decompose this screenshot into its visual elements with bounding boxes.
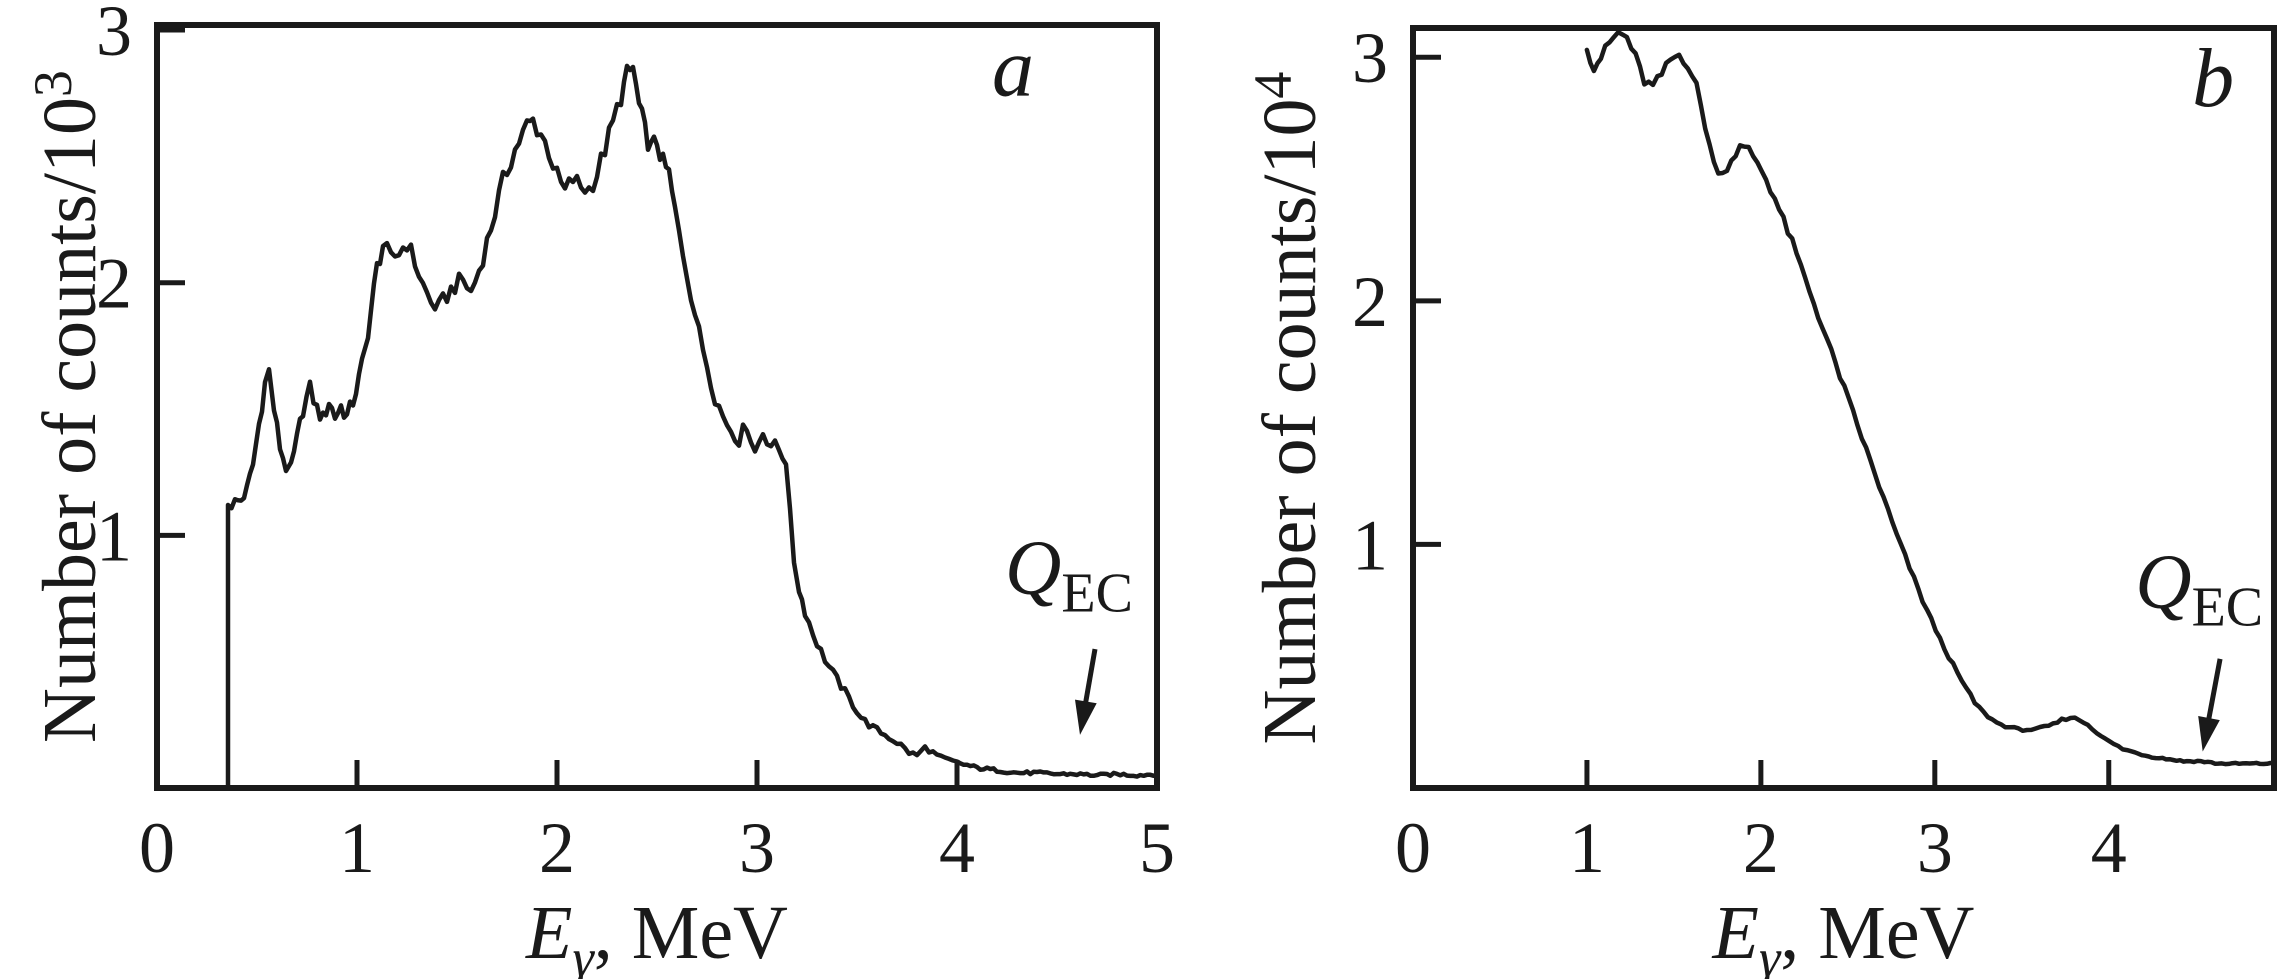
panel-a-y-axis-title: Number of counts/103	[23, 70, 112, 743]
panel-a-qec-label: QEC	[1005, 523, 1133, 624]
panel-b-xtick-label: 1	[1569, 808, 1605, 888]
panel-a-letter: a	[992, 22, 1034, 115]
panel-a-x-axis-title: Eγ, MeV	[525, 891, 788, 979]
panel-b-spectrum-curve	[1584, 29, 2273, 767]
panel-b-ytick-label: 2	[1352, 262, 1388, 342]
panel-b-letter: b	[2192, 32, 2234, 125]
panel-a-ytick-label: 3	[96, 0, 132, 71]
panel-b-frame	[1410, 25, 2277, 791]
panel-a-ytick-label: 2	[96, 244, 132, 324]
panel-b-qec-label: QEC	[2135, 538, 2263, 639]
panel-a-xtick-label: 5	[1139, 808, 1175, 888]
panel-b-ytick-label: 1	[1352, 505, 1388, 585]
panel-a-qec-arrowhead	[1075, 699, 1097, 735]
panel-b-xtick-label: 0	[1395, 808, 1431, 888]
panel-b-x-axis-title: Eγ, MeV	[1712, 891, 1975, 979]
panel-a-ytick-label: 1	[96, 496, 132, 576]
panel-a-xtick-label: 0	[139, 808, 175, 888]
panel-b-xtick-label: 3	[1917, 808, 1953, 888]
panel-b-y-axis-title: Number of counts/104	[1243, 72, 1332, 745]
panel-a-spectrum-curve	[225, 63, 1160, 791]
panel-a-xtick-label: 4	[939, 808, 975, 888]
panel-a-frame	[154, 22, 1160, 791]
panel-a-xtick-label: 2	[539, 808, 575, 888]
panel-a-xtick-label: 3	[739, 808, 775, 888]
panel-b-qec-arrowhead	[2198, 716, 2220, 752]
panel-b-xtick-label: 2	[1743, 808, 1779, 888]
panel-b-ytick-label: 3	[1352, 18, 1388, 98]
panel-b-xtick-label: 4	[2091, 808, 2127, 888]
panel-a-xtick-label: 1	[339, 808, 375, 888]
